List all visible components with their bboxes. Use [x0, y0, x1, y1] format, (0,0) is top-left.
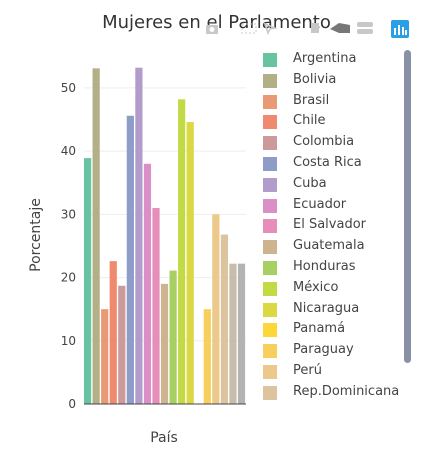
legend-swatch: [263, 365, 277, 379]
legend-item-guatemala[interactable]: Guatemala: [258, 237, 403, 257]
y-axis-ticks: 0 10 20 30 40 50: [61, 81, 76, 411]
bar-brasil[interactable]: [101, 309, 109, 404]
y-axis-label: Porcentaje: [28, 198, 44, 272]
legend-scrollbar[interactable]: [404, 50, 411, 363]
bar-rep-dominicana[interactable]: [220, 234, 228, 404]
legend-label: Honduras: [293, 259, 356, 274]
legend-item-honduras[interactable]: Honduras: [258, 258, 403, 278]
legend: Argentina Bolivia Brasil Chile Colombia Costa…: [258, 50, 403, 405]
legend-item-brasil[interactable]: Brasil: [258, 92, 403, 112]
legend-swatch: [263, 177, 277, 192]
bar-costa-rica[interactable]: [126, 115, 134, 405]
legend-swatch: [263, 219, 277, 234]
legend-item-ecuador[interactable]: Ecuador: [258, 196, 403, 216]
bar-cuba[interactable]: [135, 67, 143, 404]
legend-item-uruguay[interactable]: Uruguay: [258, 404, 403, 406]
bar-chile[interactable]: [109, 261, 117, 404]
legend-item-rep-dominicana[interactable]: Rep.Dominicana: [258, 383, 403, 403]
bar-el-salvador[interactable]: [152, 208, 160, 404]
legend-item-nicaragua[interactable]: Nicaragua: [258, 300, 403, 320]
legend-label: Bolivia: [293, 71, 337, 87]
legend-label: Cuba: [293, 175, 327, 191]
x-axis-label: País: [150, 430, 178, 446]
legend-item-colombia[interactable]: Colombia: [258, 133, 403, 153]
legend-item-argentina[interactable]: Argentina: [258, 50, 403, 70]
camera-icon[interactable]: [205, 20, 219, 39]
legend-item-cuba[interactable]: Cuba: [258, 175, 403, 195]
legend-label: Paraguay: [293, 342, 354, 358]
bar-per-[interactable]: [212, 214, 220, 404]
legend-item-el-salvador[interactable]: El Salvador: [258, 216, 403, 236]
legend-swatch: [263, 302, 277, 317]
bar-venezuela[interactable]: [237, 263, 246, 404]
legend-label: México: [293, 279, 339, 295]
legend-label: Rep.Dominicana: [293, 383, 400, 399]
legend-label: Guatemala: [293, 238, 365, 254]
bar-bolivia[interactable]: [92, 68, 100, 404]
bar-uruguay[interactable]: [229, 263, 237, 404]
legend-swatch: [263, 136, 277, 151]
home-icon[interactable]: [329, 20, 351, 39]
pan-icon[interactable]: [263, 20, 278, 39]
plotly-logo[interactable]: [391, 20, 409, 42]
spike-icon[interactable]: [355, 20, 375, 40]
legend-swatch: [263, 385, 277, 400]
bar-honduras[interactable]: [169, 270, 177, 404]
legend-label: Brasil: [293, 92, 330, 108]
legend-item-bolivia[interactable]: Bolivia: [258, 71, 403, 91]
legend-item-costa-rica[interactable]: Costa Rica: [258, 154, 403, 174]
bar-colombia[interactable]: [118, 285, 126, 404]
bar-nicaragua[interactable]: [186, 122, 194, 404]
legend-swatch: [263, 261, 277, 275]
legend-label: Perú: [293, 363, 322, 378]
legend-item-chile[interactable]: Chile: [258, 112, 403, 132]
zoom-icon[interactable]: [241, 20, 259, 39]
bar-paraguay[interactable]: [203, 309, 211, 404]
legend-item-m-xico[interactable]: México: [258, 279, 403, 299]
bar-argentina[interactable]: [84, 158, 92, 404]
legend-label: El Salvador: [293, 217, 366, 233]
legend-swatch: [263, 344, 277, 359]
legend-label: Nicaragua: [293, 300, 360, 316]
legend-label: Argentina: [293, 51, 357, 66]
bar-ecuador[interactable]: [143, 163, 152, 404]
y-tick-label: 40: [61, 144, 76, 158]
legend-label: Costa Rica: [293, 155, 362, 170]
legend-label: Panamá: [293, 321, 346, 337]
legend-label: Chile: [293, 113, 326, 129]
legend-item-panam-[interactable]: Panamá: [258, 320, 403, 340]
y-tick-label: 20: [61, 271, 76, 285]
lasso-icon[interactable]: [309, 20, 321, 39]
bars: [84, 67, 246, 405]
legend-item-paraguay[interactable]: Paraguay: [258, 341, 403, 361]
legend-swatch: [263, 198, 277, 213]
legend-label: Colombia: [293, 134, 355, 150]
legend-swatch: [263, 281, 277, 296]
y-tick-label: 0: [68, 397, 76, 411]
legend-swatch: [263, 53, 277, 67]
y-tick-label: 30: [61, 207, 76, 221]
legend-item-per-[interactable]: Perú: [258, 362, 403, 382]
y-tick-label: 50: [61, 81, 76, 95]
bar-m-xico[interactable]: [178, 99, 186, 404]
y-tick-label: 10: [61, 334, 76, 348]
legend-swatch: [263, 73, 277, 88]
legend-swatch: [263, 240, 277, 255]
legend-swatch: [263, 115, 277, 130]
bar-guatemala[interactable]: [160, 283, 169, 404]
legend-swatch: [263, 157, 277, 171]
legend-swatch: [263, 323, 277, 338]
legend-label: Ecuador: [293, 196, 347, 212]
legend-swatch: [263, 94, 277, 109]
